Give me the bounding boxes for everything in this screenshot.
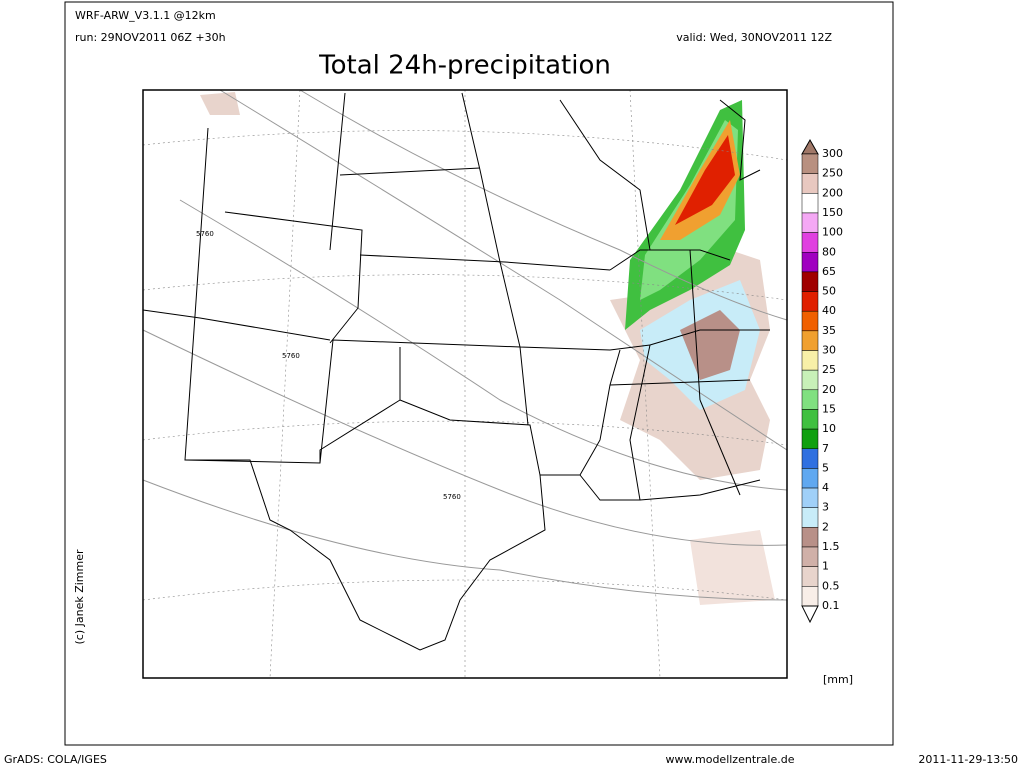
contour-label: 5760 [196,230,214,238]
colorbar-box [801,566,819,587]
colorbar-box [801,330,819,351]
colorbar-label: 300 [822,147,843,160]
colorbar-label: 7 [822,442,829,455]
colorbar-box [801,586,819,607]
colorbar-label: 35 [822,324,836,337]
map: 5760 5760 5760 [142,89,788,679]
credit: (c) Janek Zimmer [73,549,86,645]
grid-line [269,89,301,679]
colorbar-label: 15 [822,402,836,415]
colorbar-box [801,271,819,292]
colorbar-label: 65 [822,265,836,278]
colorbar-label: 250 [822,167,843,180]
state-border [579,344,761,501]
colorbar-bottom [801,605,819,624]
colorbar-label: 1 [822,560,829,573]
precip-red [675,135,735,225]
colorbar-label: 80 [822,245,836,258]
run-label: run: 29NOV2011 06Z +30h [75,31,226,44]
colorbar-box [801,527,819,548]
colorbar-box [801,487,819,508]
height-contour [179,199,788,491]
height-contour [299,89,788,321]
colorbar: 300 250 200 150 100 80 65 50 40 35 30 25 20 15 10 7 5 4 3 2… [801,138,843,624]
height-contour [219,89,788,451]
title: Total 24h-precipitation [318,51,611,81]
grid-line [142,274,788,301]
footer-left: GrADS: COLA/IGES [4,753,107,766]
colorbar-label: 0.1 [822,599,840,612]
colorbar-box [801,448,819,469]
grid-line [142,130,788,161]
unit-label: [mm] [823,673,853,686]
contour-label: 5760 [282,352,300,360]
grid-line [142,579,788,601]
colorbar-box [801,310,819,332]
colorbar-box [801,409,819,430]
colorbar-box [801,193,819,214]
state-border [185,399,546,651]
state-border [609,249,770,496]
colorbar-label: 20 [822,383,836,396]
colorbar-label: 5 [822,461,829,474]
colorbar-label: 30 [822,344,836,357]
state-border [184,127,529,464]
colorbar-top [801,138,819,155]
map-frame [142,89,788,679]
contour-label: 5760 [443,493,461,501]
colorbar-label: 40 [822,304,836,317]
footer-right: 2011-11-29-13:50 [918,753,1018,766]
colorbar-label: 10 [822,422,836,435]
colorbar-box [801,546,819,567]
outer-frame [64,1,894,746]
colorbar-label: 4 [822,481,829,494]
colorbar-box [801,468,819,489]
height-contour [142,329,788,546]
colorbar-box [801,389,819,410]
colorbar-box [801,350,819,371]
colorbar-label: 50 [822,285,836,298]
colorbar-label: 3 [822,501,829,514]
precip-gulf [690,530,775,605]
grid-line [142,420,788,446]
colorbar-label: 25 [822,363,836,376]
colorbar-label: 200 [822,186,843,199]
state-border [461,92,651,351]
colorbar-label: 2 [822,520,829,533]
state-border [142,309,331,341]
colorbar-box [801,291,819,312]
colorbar-box [801,173,819,194]
model-label: WRF-ARW_V3.1.1 @12km [75,9,216,22]
grid-line [629,89,661,679]
colorbar-box [801,212,819,233]
state-border [559,99,761,251]
colorbar-box [801,232,819,253]
precip-north [200,92,240,115]
colorbar-label: 1.5 [822,540,840,553]
valid-label: valid: Wed, 30NOV2011 12Z [676,31,832,44]
height-contour [142,479,788,601]
colorbar-box [801,252,819,273]
colorbar-label: 0.5 [822,579,840,592]
footer-center: www.modellzentrale.de [666,753,795,766]
state-border [329,92,611,271]
colorbar-box [801,153,819,174]
colorbar-label: 150 [822,206,843,219]
state-border [224,211,363,344]
colorbar-label: 100 [822,226,843,239]
colorbar-box [801,507,819,528]
colorbar-box [801,369,819,391]
colorbar-box [801,428,819,450]
